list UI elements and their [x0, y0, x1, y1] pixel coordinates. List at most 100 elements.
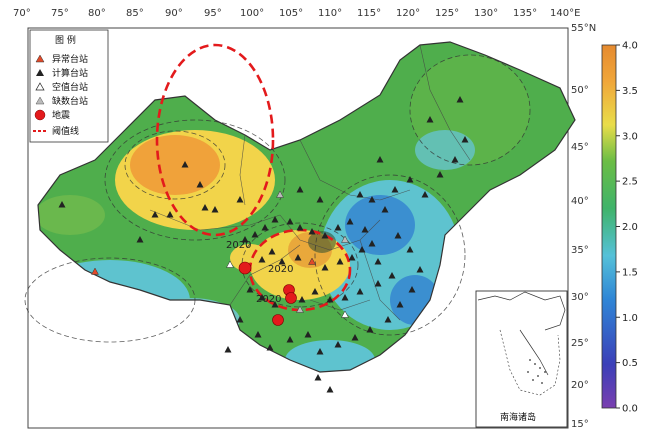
station-marker [451, 156, 459, 163]
station-marker [376, 156, 384, 163]
station-marker [326, 296, 334, 303]
legend-label: 异常台站 [52, 53, 88, 65]
inset-boundary-dashes [499, 329, 561, 396]
station-marker [196, 181, 204, 188]
legend-label: 阈值线 [52, 125, 79, 137]
legend-label: 地震 [52, 109, 70, 121]
station-marker [261, 224, 269, 231]
station-marker [396, 301, 404, 308]
lat-tick-label: 25° [571, 338, 589, 349]
lat-tick-label: 20° [571, 380, 589, 391]
inset-coastline [477, 291, 566, 376]
lon-tick-label: 80° [88, 8, 106, 19]
lon-tick-label: 90° [165, 8, 183, 19]
station-marker [361, 226, 369, 233]
colorbar-bar [601, 44, 617, 409]
earthquake-label: 2020 [268, 264, 293, 275]
station-marker [356, 191, 364, 198]
station-marker [278, 258, 286, 265]
lat-tick-label: 40° [571, 196, 589, 207]
legend-title: 图 例 [55, 34, 76, 46]
station-marker [246, 286, 254, 293]
colorbar-tick-label: 3.0 [622, 131, 638, 142]
station-marker [241, 236, 249, 243]
station-marker [314, 374, 322, 381]
station-marker [421, 191, 429, 198]
station-marker [406, 246, 414, 253]
province-borders [149, 44, 471, 321]
station-marker [368, 196, 376, 203]
station-marker [258, 256, 266, 263]
colorbar-tick-label: 2.5 [622, 177, 638, 188]
lon-tick-label: 120° [396, 8, 420, 19]
station-marker [356, 288, 364, 295]
lat-tick-label: 15° [571, 419, 589, 430]
lon-tick-label: 75° [51, 8, 69, 19]
station-marker [368, 240, 376, 247]
legend-box [29, 29, 109, 143]
station-marker [211, 206, 219, 213]
station-marker [366, 326, 374, 333]
inset-label: 南海诸岛 [500, 411, 536, 423]
colorbar-tick-label: 1.5 [622, 267, 638, 278]
lon-tick-label: 115° [357, 8, 381, 19]
colorbar-tick-label: 4.0 [622, 41, 638, 52]
legend-null-station-symbol [35, 82, 45, 91]
station-marker [358, 246, 366, 253]
lat-tick-label: 55°N [571, 23, 596, 34]
station-marker [341, 235, 349, 243]
station-marker [321, 264, 329, 271]
station-marker [391, 186, 399, 193]
station-marker [166, 211, 174, 218]
legend: 图 例 异常台站 计算台站 空值台站 缺数台站 地震 阈值线 [29, 29, 109, 143]
station-marker [296, 186, 304, 193]
station-marker [341, 294, 349, 301]
lon-tick-label: 125° [435, 8, 459, 19]
inset-box [475, 290, 568, 428]
station-marker [254, 331, 262, 338]
station-marker [91, 267, 99, 275]
station-marker [236, 196, 244, 203]
station-marker [181, 161, 189, 168]
station-marker [408, 286, 416, 293]
station-marker [374, 258, 382, 265]
colorbar-tick-label: 1.0 [622, 313, 638, 324]
station-marker [308, 257, 316, 265]
colorbar-ticks: 4.0 3.5 3.0 2.5 2.0 1.5 1.0 0.5 0.0 [616, 41, 638, 415]
colorbar-tick-label: 2.0 [622, 222, 638, 233]
lat-tick-label: 30° [571, 292, 589, 303]
lon-tick-label: 130° [474, 8, 498, 19]
station-marker [308, 228, 316, 235]
legend-computed-station-symbol [36, 69, 44, 76]
earthquake-marker [272, 314, 284, 326]
station-marker [336, 258, 344, 265]
station-marker [384, 316, 392, 323]
station-marker [266, 344, 274, 351]
station-marker [258, 294, 266, 301]
legend-label: 计算台站 [52, 67, 88, 79]
earthquake-marker [238, 261, 252, 275]
lon-tick-label: 140°E [550, 8, 580, 19]
lon-tick-label: 105° [279, 8, 303, 19]
inset-islands [527, 359, 546, 384]
lon-tick-label: 100° [240, 8, 264, 19]
station-marker [286, 336, 294, 343]
lon-tick-label: 110° [318, 8, 342, 19]
station-marker [326, 386, 334, 393]
legend-earthquake-symbol [34, 109, 46, 121]
stations-layer [58, 96, 469, 393]
station-marker [286, 218, 294, 225]
legend-label: 空值台站 [52, 81, 88, 93]
legend-label: 缺数台站 [52, 95, 88, 107]
earthquake-label: 2020 [256, 294, 281, 305]
station-marker [316, 196, 324, 203]
longitude-ticks: 70° 75° 80° 85° 90° 95° 100° 105° 110° 1… [13, 8, 580, 19]
station-marker [271, 301, 279, 308]
colorbar-tick-label: 3.5 [622, 86, 638, 97]
earthquake-label: 2020 [226, 240, 251, 251]
lon-tick-label: 70° [13, 8, 31, 19]
lat-tick-label: 45° [571, 142, 589, 153]
lon-tick-label: 135° [513, 8, 537, 19]
lat-tick-label: 35° [571, 245, 589, 256]
